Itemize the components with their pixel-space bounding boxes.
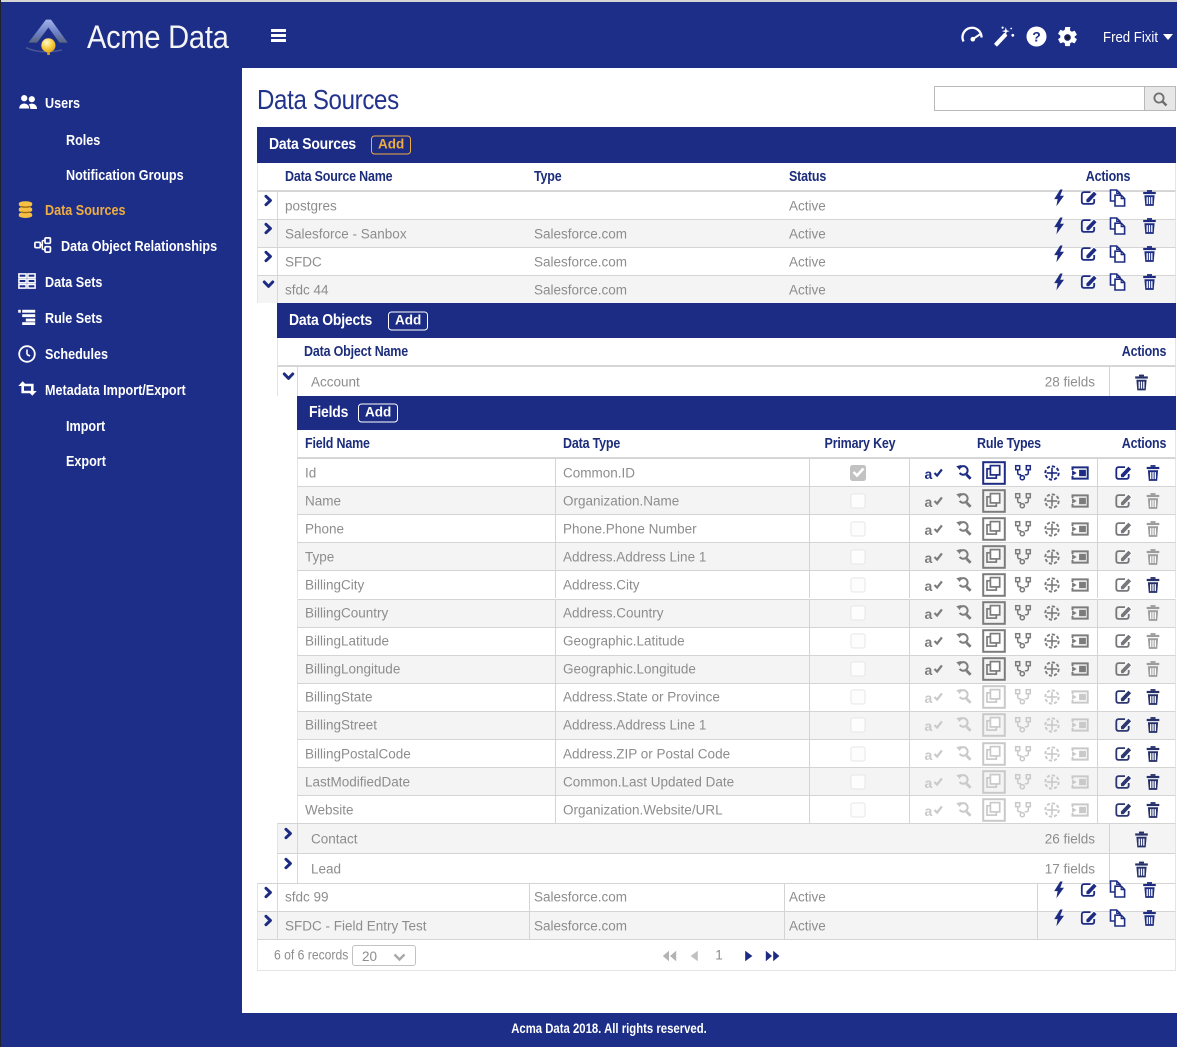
svg-text:a: a: [925, 550, 933, 565]
svg-text:?: ?: [1032, 29, 1041, 45]
svg-text:a: a: [925, 803, 933, 818]
svg-text:a: a: [925, 606, 933, 621]
svg-text:a: a: [925, 466, 933, 481]
svg-text:a: a: [925, 690, 933, 705]
svg-text:a: a: [925, 662, 933, 677]
svg-text:a: a: [925, 578, 933, 593]
svg-text:a: a: [925, 522, 933, 537]
svg-text:a: a: [925, 634, 933, 649]
svg-text:a: a: [925, 747, 933, 762]
svg-text:a: a: [925, 494, 933, 509]
svg-text:a: a: [925, 718, 933, 733]
svg-text:a: a: [925, 775, 933, 790]
